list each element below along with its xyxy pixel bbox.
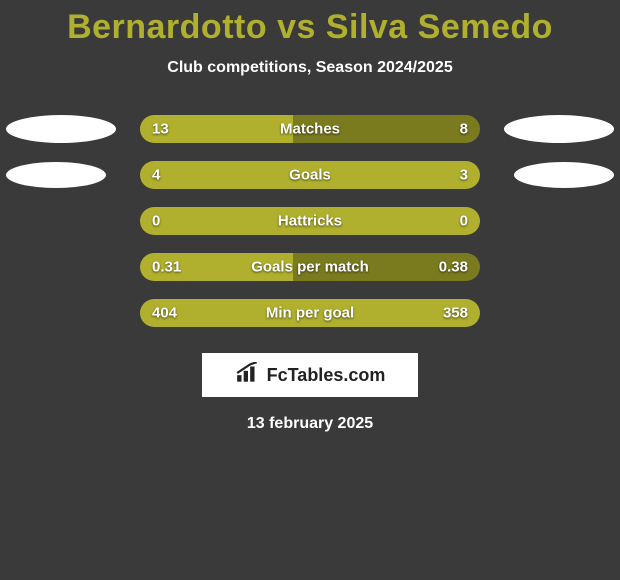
- player-oval-left: [6, 162, 106, 188]
- stat-label: Goals: [289, 167, 331, 184]
- stat-label: Hattricks: [278, 213, 342, 230]
- source-logo: FcTables.com: [202, 353, 418, 397]
- stat-value-left: 404: [152, 305, 177, 322]
- player-oval-left: [6, 115, 116, 143]
- stat-row: 4 Goals 3: [0, 161, 620, 189]
- chart-icon: [235, 362, 261, 389]
- stat-label: Min per goal: [266, 305, 354, 322]
- stat-bar: 13 Matches 8: [140, 115, 480, 143]
- stat-row: 0 Hattricks 0: [0, 207, 620, 235]
- stat-row: 0.31 Goals per match 0.38: [0, 253, 620, 281]
- comparison-card: Bernardotto vs Silva Semedo Club competi…: [0, 0, 620, 433]
- stat-value-left: 0.31: [152, 259, 181, 276]
- stat-row: 13 Matches 8: [0, 115, 620, 143]
- logo-text: FcTables.com: [267, 365, 386, 386]
- stat-value-right: 358: [443, 305, 468, 322]
- stat-bar: 404 Min per goal 358: [140, 299, 480, 327]
- stat-value-right: 0.38: [439, 259, 468, 276]
- date-text: 13 february 2025: [0, 415, 620, 433]
- stat-label: Matches: [280, 121, 340, 138]
- stat-bar: 0.31 Goals per match 0.38: [140, 253, 480, 281]
- stat-label: Goals per match: [251, 259, 369, 276]
- stat-row: 404 Min per goal 358: [0, 299, 620, 327]
- stat-value-left: 4: [152, 167, 160, 184]
- stat-value-right: 0: [460, 213, 468, 230]
- page-title: Bernardotto vs Silva Semedo: [0, 8, 620, 47]
- stat-value-right: 3: [460, 167, 468, 184]
- player-oval-right: [504, 115, 614, 143]
- stat-bar: 0 Hattricks 0: [140, 207, 480, 235]
- stat-value-right: 8: [460, 121, 468, 138]
- stat-value-left: 0: [152, 213, 160, 230]
- player-oval-right: [514, 162, 614, 188]
- stat-bar: 4 Goals 3: [140, 161, 480, 189]
- stat-value-left: 13: [152, 121, 169, 138]
- subtitle: Club competitions, Season 2024/2025: [0, 59, 620, 77]
- stat-rows: 13 Matches 8 4 Goals 3 0 Hattricks 0 0.31 Goals pe…: [0, 115, 620, 327]
